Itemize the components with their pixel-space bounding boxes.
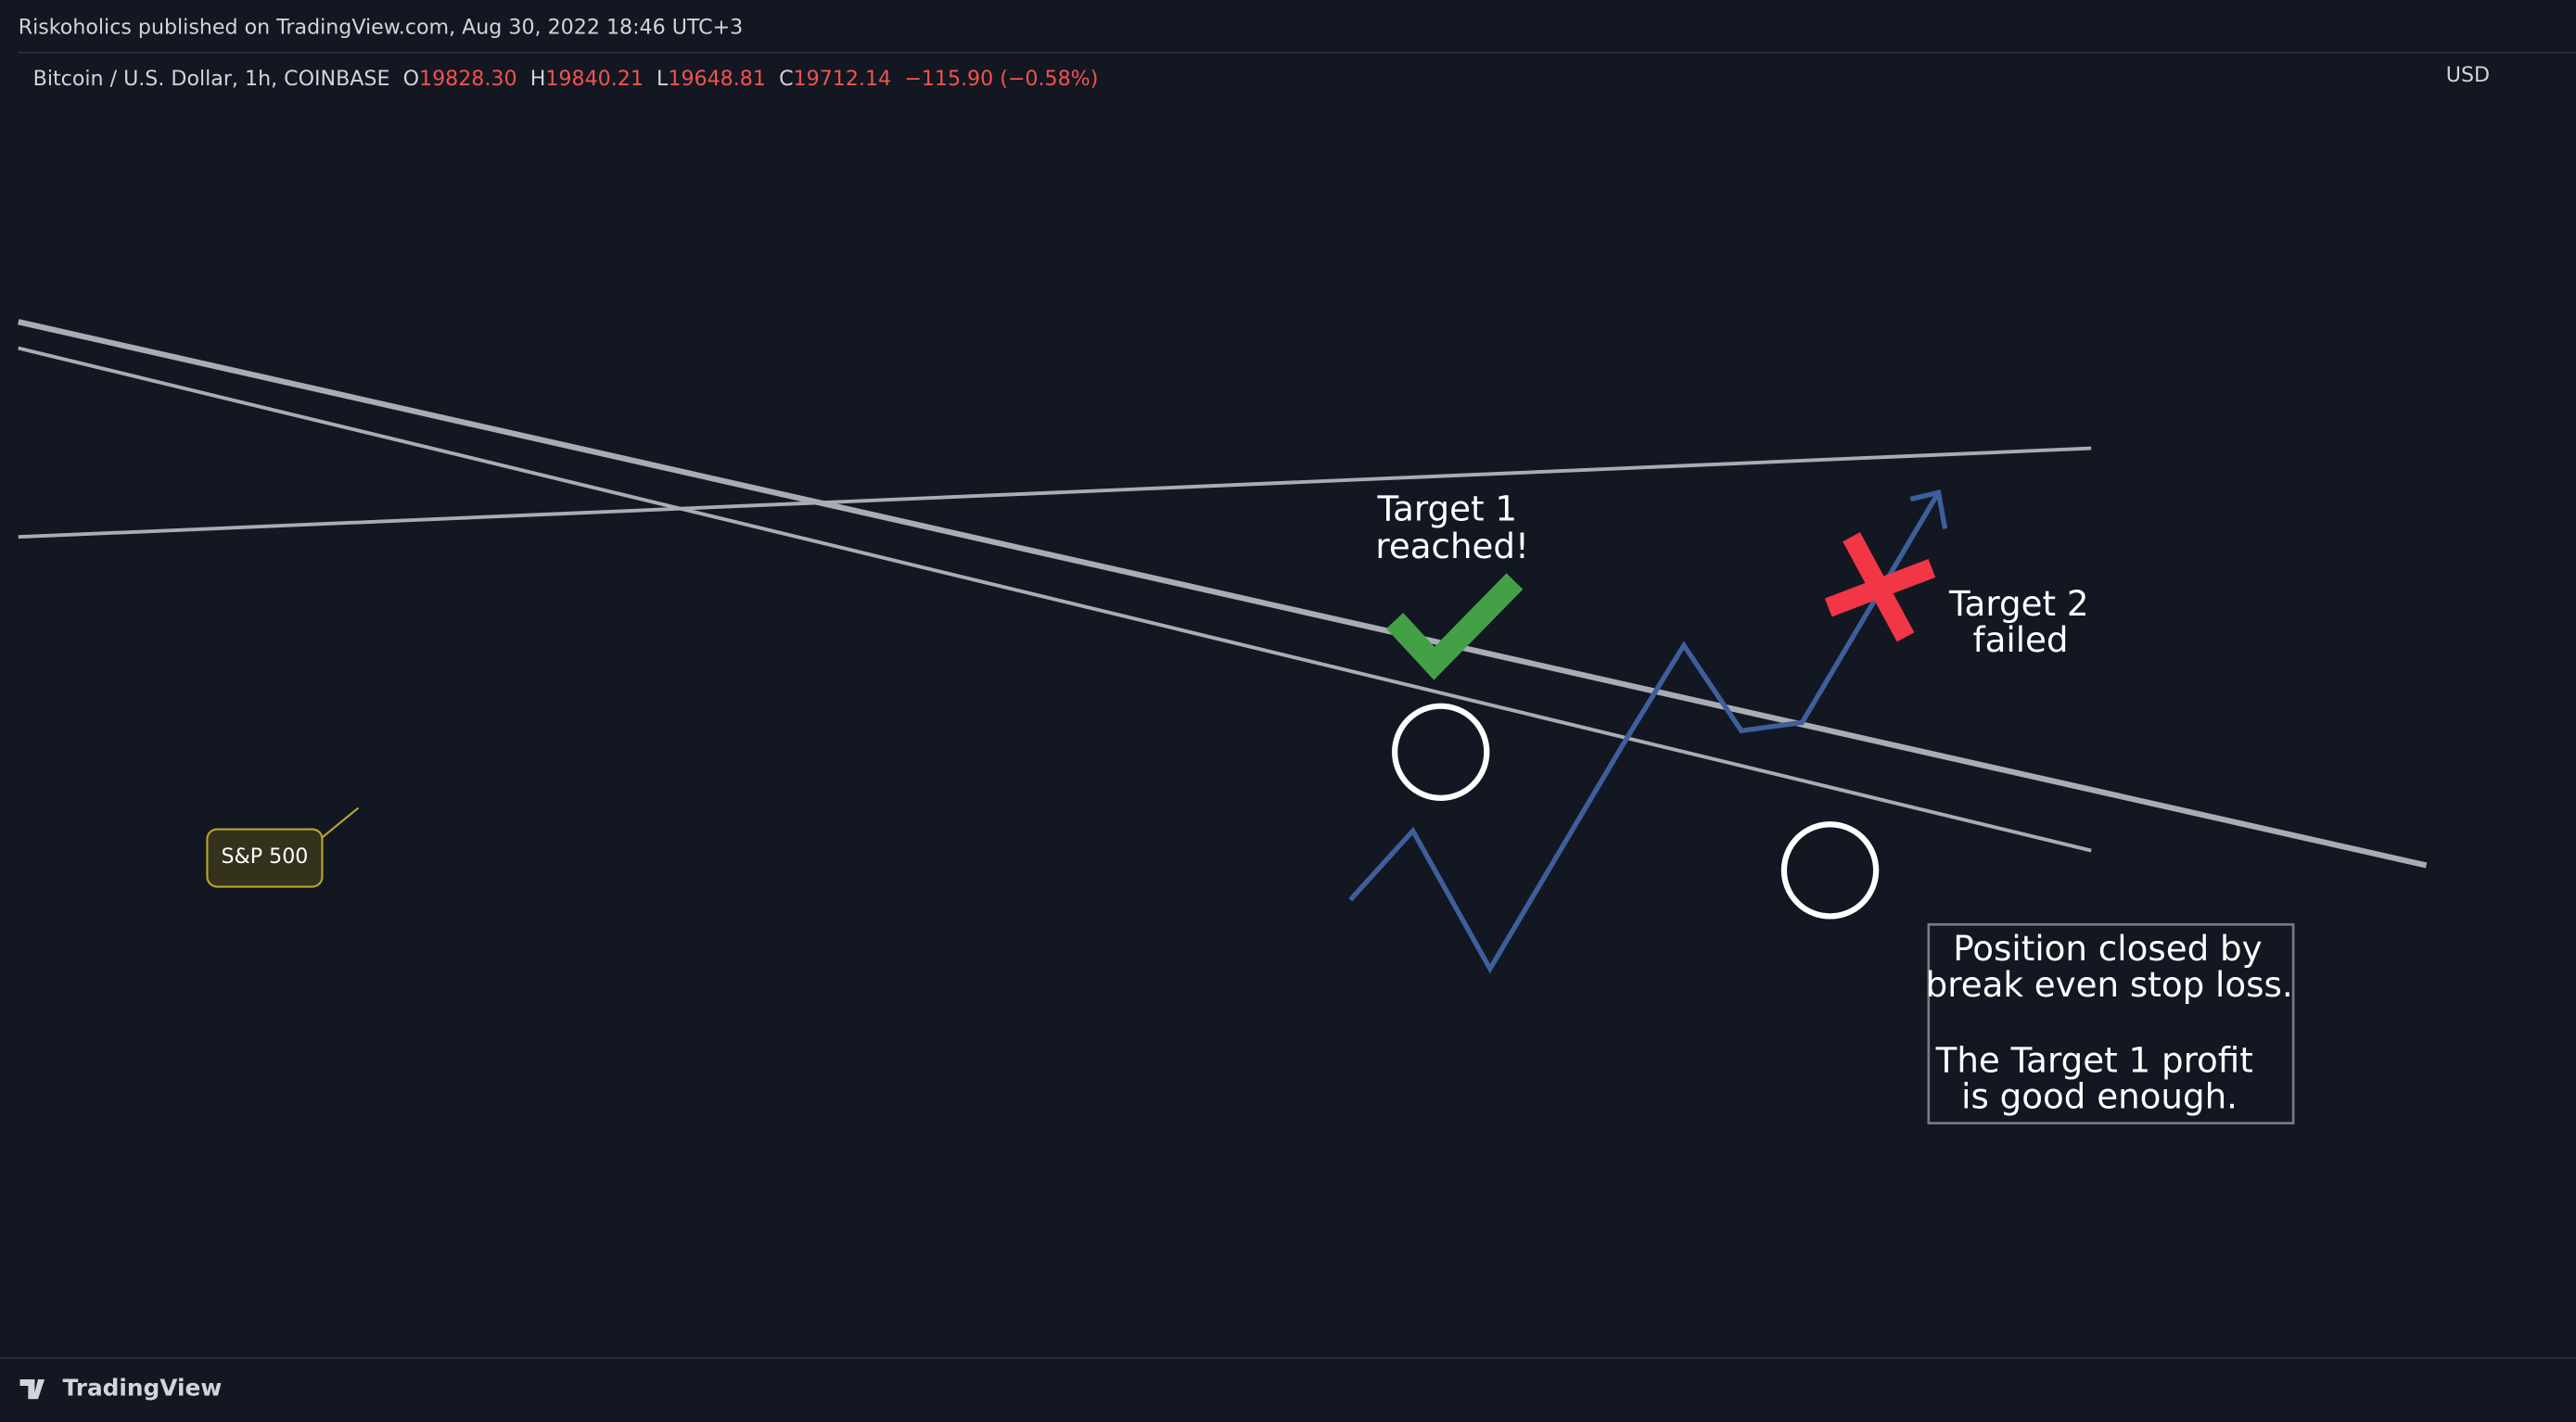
symbol-legend: Bitcoin / U.S. Dollar, 1h, COINBASE O198… — [33, 67, 1099, 91]
callout-pointer — [321, 806, 360, 839]
brand: TradingView — [63, 1375, 223, 1402]
arrow-head — [1909, 489, 1948, 529]
trend-line — [18, 319, 2428, 869]
legend-change: −115.90 (−0.58%) — [904, 67, 1098, 91]
projection-path — [1348, 491, 1941, 974]
annotation: is good enough. — [1961, 1076, 2238, 1117]
symbol: Bitcoin / U.S. Dollar, 1h, COINBASE — [33, 67, 390, 91]
callout-box — [206, 828, 324, 888]
legend-value: 19712.14 — [794, 67, 892, 91]
legend-key: C — [779, 67, 793, 91]
annotation: The Target 1 profit — [1935, 1040, 2253, 1081]
axis-unit: USD — [2446, 63, 2490, 87]
annotation: Position closed by — [1953, 928, 2262, 969]
annotation: Target 1 — [1377, 488, 1518, 528]
trend-lines — [18, 319, 2428, 869]
note-box — [1927, 922, 2295, 1124]
cross-mark — [1824, 558, 1936, 617]
trend-line — [18, 446, 2092, 540]
legend-key: L — [657, 67, 669, 91]
legend-key: O — [403, 67, 419, 91]
highlight-circle — [1780, 821, 1880, 920]
publisher: Riskoholics published on TradingView.com… — [19, 16, 743, 40]
annotation: reached! — [1375, 526, 1529, 566]
legend-value: 19840.21 — [545, 67, 644, 91]
legend-value: 19828.30 — [419, 67, 517, 91]
check-mark — [1386, 573, 1524, 680]
trend-line — [18, 346, 2092, 853]
legend-value: 19648.81 — [668, 67, 766, 91]
highlight-circle — [1392, 703, 1490, 801]
annotation: break even stop loss. — [1926, 964, 2293, 1005]
logo — [19, 1378, 45, 1400]
annotation: Target 2 — [1948, 583, 2089, 624]
legend-key: H — [530, 67, 546, 91]
annotation: failed — [1973, 619, 2069, 660]
drawings: Target 1 reached! Target 2 failed Positi… — [206, 488, 2295, 1124]
callout-label: S&P 500 — [221, 844, 308, 869]
